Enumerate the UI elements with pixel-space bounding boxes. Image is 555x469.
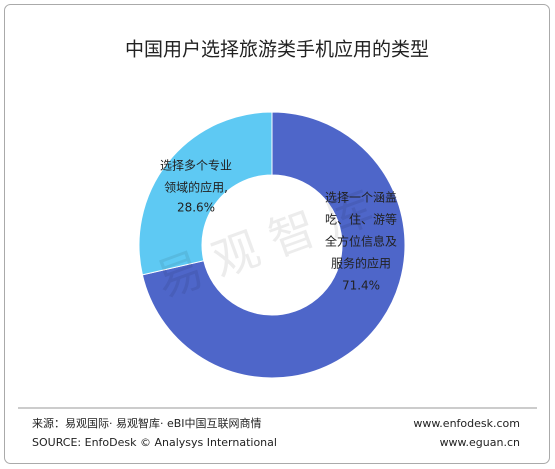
slice-label: 选择一个涵盖 — [325, 191, 397, 205]
url: www.enfodesk.com — [413, 417, 520, 430]
slice-label: 全方位信息及 — [325, 234, 397, 249]
source-cn: 来源：易观国际· 易观智库· eBI中国互联网商情 — [32, 416, 262, 430]
slice — [141, 111, 406, 379]
url: www.eguan.cn — [440, 436, 520, 449]
value-label: 71.4% — [342, 279, 380, 293]
source-en: SOURCE: EnfoDesk © Analysys Internationa… — [32, 436, 277, 449]
frame — [4, 4, 550, 464]
slice-label: 选择多个专业 — [160, 158, 232, 173]
chart-title: 中国用户选择旅游类手机应用的类型 — [125, 39, 429, 61]
slice-label: 吃、住、游等 — [325, 213, 397, 227]
slice — [138, 111, 273, 276]
slice-label: 服务的应用 — [331, 256, 391, 271]
value-label: 28.6% — [177, 201, 215, 215]
slice-label: 领域的应用, — [164, 180, 228, 195]
